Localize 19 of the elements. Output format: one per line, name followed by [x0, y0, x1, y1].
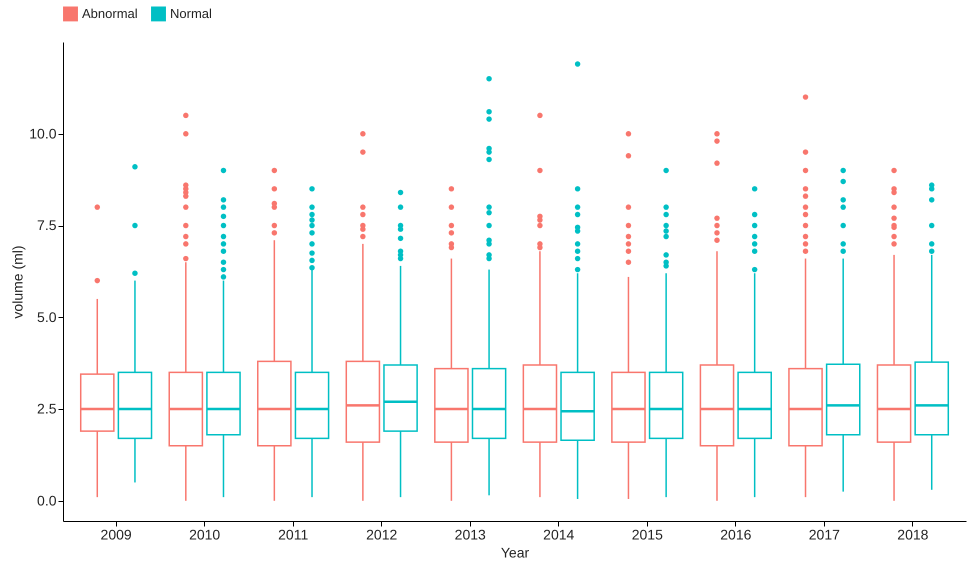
x-axis-title: Year: [500, 544, 530, 560]
x-tick-label: 2016: [720, 526, 752, 542]
x-tick-label: 2018: [897, 526, 929, 542]
x-tick-label: 2010: [189, 526, 220, 542]
y-tick-label: 0.0: [37, 492, 57, 508]
x-tick-label: 2011: [278, 526, 308, 542]
x-tick-label: 2013: [454, 526, 486, 542]
x-tick-label: 2012: [366, 526, 398, 542]
y-axis-title: volume (ml): [9, 245, 26, 319]
x-tick-label: 2015: [632, 526, 664, 542]
x-tick-label: 2017: [808, 526, 840, 542]
y-tick-label: 7.5: [37, 217, 57, 234]
x-tick-label: 2009: [100, 526, 132, 542]
y-tick-label: 10.0: [29, 125, 57, 142]
y-tick-label: 2.5: [37, 400, 57, 417]
legend-label: Normal: [170, 6, 212, 21]
legend-label: Abnormal: [82, 6, 138, 21]
x-tick-label: 2014: [543, 526, 575, 542]
y-tick-label: 5.0: [37, 308, 57, 325]
